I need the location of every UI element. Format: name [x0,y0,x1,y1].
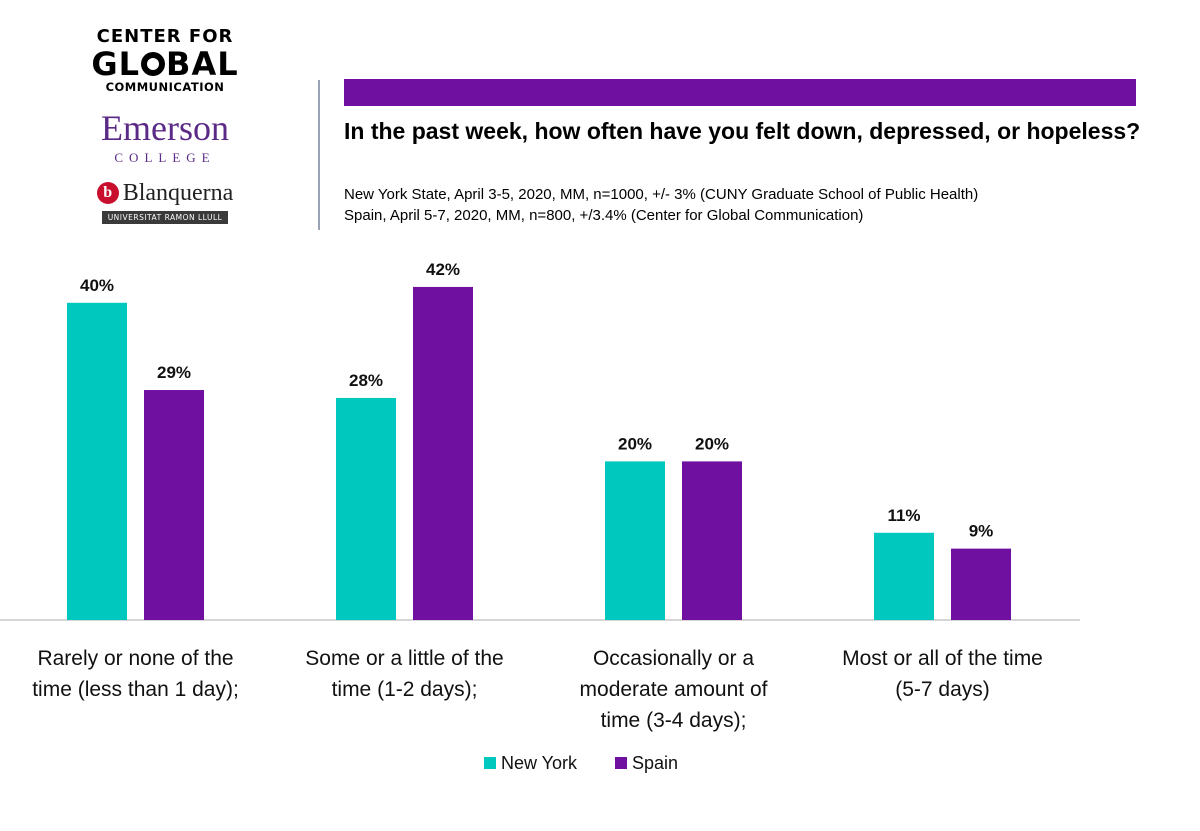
value-label-new-york-1: 40% [80,276,114,295]
bar-spain-4 [951,548,1011,620]
chart-subtitle: New York State, April 3-5, 2020, MM, n=1… [344,184,978,226]
cgc-line2: GL BAL [60,48,270,80]
category-label-4-line-1: Most or all of the time [842,647,1043,670]
blanquerna-badge-icon: b [96,182,119,204]
legend-swatch-spain [615,757,627,769]
cgc-line1: CENTER FOR [96,26,234,47]
emerson-college-logo: Emerson COLLEGE [60,110,270,166]
category-label-3-line-1: Occasionally or a [593,647,754,670]
value-label-new-york-3: 20% [618,434,652,453]
category-label-4-line-2: (5-7 days) [895,678,990,701]
emerson-sub: COLLEGE [114,149,216,165]
category-label-3-line-2: moderate amount of [580,678,768,701]
category-label-2-line-1: Some or a little of the [305,647,503,670]
bar-spain-2 [413,286,473,620]
bar-new-york-1 [67,302,127,620]
logo-block: CENTER FOR GL BAL COMMUNICATION Emerson C… [60,28,270,225]
subtitle-line-new-york: New York State, April 3-5, 2020, MM, n=1… [344,186,979,203]
blanquerna-logo: b Blanquerna UNIVERSITAT RAMON LLULL [60,180,270,225]
blanquerna-name: Blanquerna [122,179,234,206]
vertical-divider [318,80,320,230]
blanquerna-sub: UNIVERSITAT RAMON LLULL [101,210,229,224]
legend-label-spain: Spain [632,753,678,773]
emerson-name: Emerson [101,107,229,148]
bar-new-york-3 [605,461,665,620]
cgc-line2a: GL [91,45,141,83]
value-label-spain-3: 20% [695,434,729,453]
bar-new-york-4 [874,532,934,620]
bar-spain-3 [682,461,742,620]
cgc-line3: COMMUNICATION [105,80,225,94]
bar-new-york-2 [336,397,396,620]
globe-icon [141,52,166,76]
chart-title: In the past week, how often have you fel… [344,118,1141,144]
title-accent-bar [344,79,1136,106]
subtitle-line-spain: Spain, April 5-7, 2020, MM, n=800, +/3.4… [344,207,864,224]
category-label-3-line-3: time (3-4 days); [601,709,747,732]
center-for-global-communication-logo: CENTER FOR GL BAL COMMUNICATION [60,28,270,94]
legend-label-new-york: New York [501,753,578,773]
value-label-spain-1: 29% [157,363,191,382]
value-label-new-york-4: 11% [887,506,920,525]
value-label-spain-2: 42% [426,260,460,279]
value-label-spain-4: 9% [969,522,994,541]
bar-spain-1 [144,390,204,620]
category-label-2-line-2: time (1-2 days); [332,678,478,701]
cgc-line2b: BAL [166,45,239,83]
legend-swatch-new-york [484,757,496,769]
category-label-1-line-1: Rarely or none of the [37,647,233,670]
value-label-new-york-2: 28% [349,371,383,390]
category-label-1-line-2: time (less than 1 day); [32,678,239,701]
